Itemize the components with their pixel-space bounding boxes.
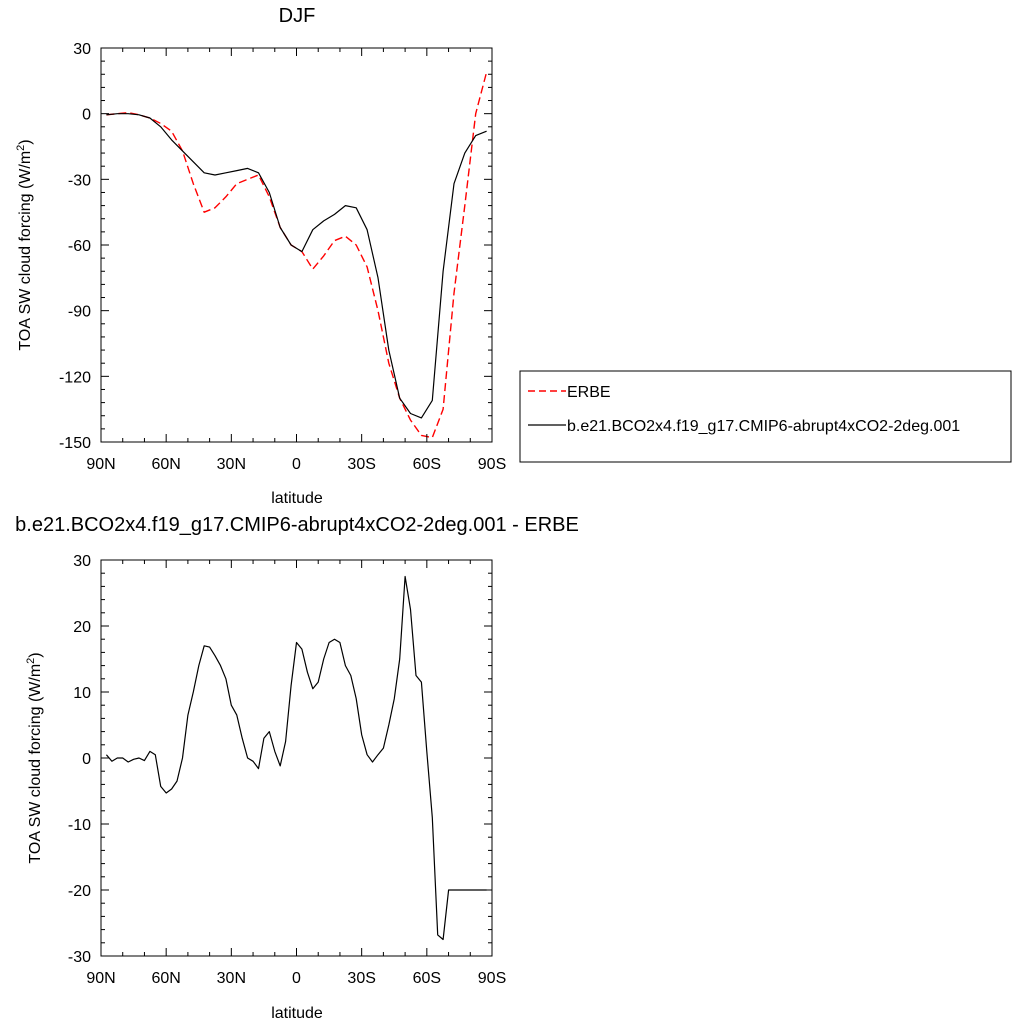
top-series-line-model <box>106 113 487 419</box>
top-chart-title: DJF <box>279 5 316 27</box>
top-y-tick-label: -120 <box>59 369 91 386</box>
bottom-series-line-model <box>105 575 487 941</box>
top-x-tick-label: 90S <box>478 456 506 473</box>
bottom-y-tick-label: 30 <box>73 553 91 570</box>
legend: ERBE b.e21.BCO2x4.f19_g17.CMIP6-abrupt4x… <box>519 370 1012 463</box>
bottom-x-tick-label: 90N <box>86 970 115 987</box>
bottom-x-tick-label: 30S <box>347 970 375 987</box>
bottom-y-tick-label: 20 <box>73 619 91 636</box>
legend-box <box>519 370 1012 463</box>
bottom-x-tick-label: 30N <box>217 970 246 987</box>
top-x-tick-label: 60S <box>413 456 441 473</box>
top-panel: DJF 90N 60N 30N 0 30S 60S 90S 30 0 -30 -60 -90 -120 -… <box>15 5 1012 507</box>
top-series-line-erbe <box>106 71 488 439</box>
top-y-tick-label: 30 <box>73 41 91 58</box>
bottom-x-tick-label: 60N <box>151 970 180 987</box>
top-x-tick-label: 0 <box>292 456 301 473</box>
bottom-y-tick-label: 10 <box>73 685 91 702</box>
top-y-tick-label: -90 <box>68 304 91 321</box>
bottom-plot-frame <box>100 559 493 957</box>
top-y-tick-label: -30 <box>68 172 91 189</box>
top-y-axis-label: TOA SW cloud forcing (W/m2) <box>15 139 34 350</box>
legend-entry-erbe: ERBE <box>567 384 611 401</box>
bottom-x-tick-label: 60S <box>413 970 441 987</box>
top-x-tick-label: 30N <box>217 456 246 473</box>
top-x-tick-label: 90N <box>86 456 115 473</box>
top-plot-frame <box>100 47 493 443</box>
bottom-axis-ticks: 90N 60N 30N 0 30S 60S 90S 30 20 10 0 -10 -20 -30 <box>68 553 506 987</box>
bottom-y-tick-label: 0 <box>82 751 91 768</box>
top-x-tick-label: 60N <box>151 456 180 473</box>
bottom-x-tick-label: 90S <box>478 970 506 987</box>
bottom-y-axis-label: TOA SW cloud forcing (W/m2) <box>25 652 44 863</box>
bottom-y-tick-label: -30 <box>68 949 91 966</box>
bottom-y-tick-label: -10 <box>68 817 91 834</box>
top-y-tick-label: -150 <box>59 435 91 452</box>
top-x-tick-label: 30S <box>347 456 375 473</box>
top-y-tick-label: 0 <box>82 107 91 124</box>
bottom-plot-area <box>105 575 487 941</box>
bottom-y-tick-label: -20 <box>68 883 91 900</box>
top-y-tick-label: -60 <box>68 238 91 255</box>
top-x-axis-label: latitude <box>271 490 323 507</box>
legend-entry-model: b.e21.BCO2x4.f19_g17.CMIP6-abrupt4xCO2-2… <box>567 418 960 435</box>
top-plot-area <box>106 71 488 439</box>
bottom-chart-title: b.e21.BCO2x4.f19_g17.CMIP6-abrupt4xCO2-2… <box>15 514 579 536</box>
bottom-x-axis-label: latitude <box>271 1005 323 1022</box>
bottom-panel: b.e21.BCO2x4.f19_g17.CMIP6-abrupt4xCO2-2… <box>15 514 579 1022</box>
top-axis-ticks: 90N 60N 30N 0 30S 60S 90S 30 0 -30 -60 -90 -120 -150 <box>59 41 506 473</box>
bottom-x-tick-label: 0 <box>292 970 301 987</box>
